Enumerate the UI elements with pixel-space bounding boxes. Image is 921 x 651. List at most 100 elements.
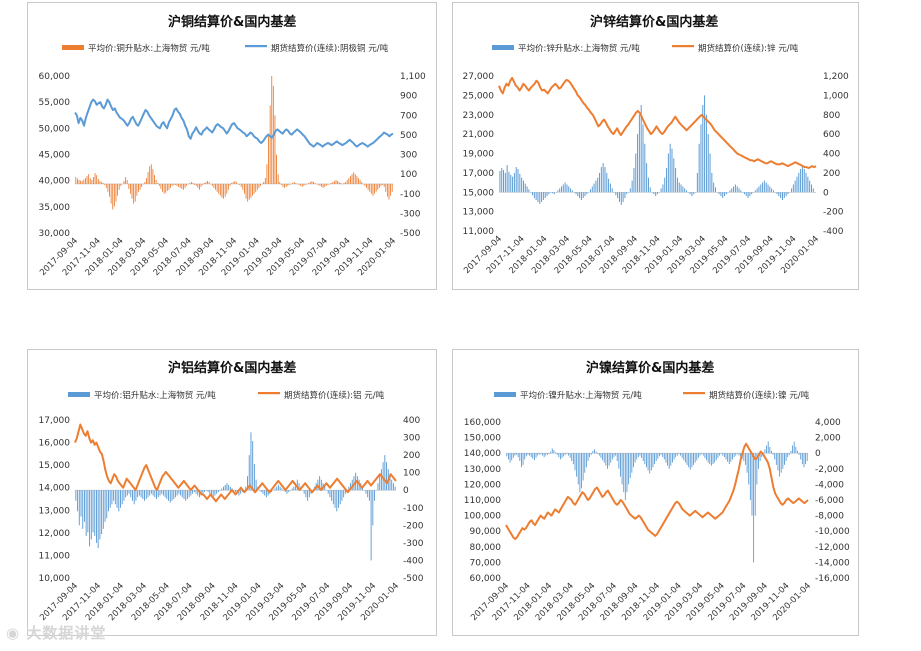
basis-bar [130,490,132,498]
basis-bar [125,490,127,498]
basis-bar [706,453,707,461]
basis-bar [805,453,807,465]
left-axis-tick: 50,000 [39,124,71,134]
legend-swatch-line [245,45,267,48]
basis-bar [382,183,384,185]
basis-bar [736,186,738,193]
basis-bar [178,183,180,187]
basis-bar [717,453,719,458]
basis-bar [594,449,595,454]
basis-bar [633,453,634,468]
basis-bar [216,183,218,192]
basis-bar [80,180,82,184]
basis-bar [129,183,131,194]
basis-bar [366,183,367,188]
basis-bar [667,453,669,466]
basis-bar [324,486,326,491]
basis-bar [391,183,393,192]
basis-bar [75,177,77,184]
basis-bar [676,177,678,193]
basis-bar [666,168,668,193]
basis-bar [662,453,664,458]
basis-bar [722,453,724,456]
basis-bar [314,182,316,184]
basis-bar [509,453,511,463]
basis-bar [511,453,513,461]
basis-bar [580,192,582,200]
basis-bar [718,192,720,195]
right-axis-tick: -10,000 [815,527,850,537]
basis-bar [654,453,656,465]
basis-bar [197,490,199,496]
basis-bar [160,183,162,189]
basis-bar [199,183,200,190]
basis-bar [600,167,602,193]
basis-bar [720,453,722,454]
basis-bar [171,490,173,501]
basis-bar [219,183,221,196]
basis-bar [106,490,108,519]
basis-bar [685,190,687,193]
basis-bar [548,192,550,195]
basis-bar [510,174,512,193]
right-axis-tick: 700 [400,111,417,121]
basis-bar [354,174,356,184]
basis-bar [195,490,197,494]
basis-bar [532,453,534,459]
basis-bar [186,490,188,499]
basis-bar [623,453,625,493]
basis-bar [226,483,228,491]
basis-bar [121,490,123,505]
basis-bar [176,183,178,186]
legend-label-bar: 平均价:镍升贴水:上海物贸 元/吨 [520,390,642,401]
basis-bar [758,453,759,469]
basis-bar [798,172,800,193]
basis-bar [185,490,187,501]
basis-bar [280,183,282,185]
basis-bar [205,181,207,184]
basis-bar [759,453,761,461]
legend-label-bar: 平均价:锌升贴水:上海物贸 元/吨 [518,43,640,54]
basis-bar [78,180,80,184]
basis-bar [581,453,582,489]
basis-bar [226,183,228,194]
basis-bar [525,453,527,457]
basis-bar [214,490,216,496]
basis-bar [602,453,604,461]
basis-bar [89,178,91,184]
basis-bar [724,192,726,197]
basis-bar [722,192,724,199]
basis-bar [678,182,680,193]
basis-bar [99,490,101,540]
left-axis-tick: 60,000 [470,574,502,584]
right-axis-tick: -300 [400,209,421,219]
basis-bar [606,172,608,193]
right-axis-tick: -200 [823,208,844,218]
left-axis-tick: 11,000 [463,227,495,237]
basis-bar [533,192,535,199]
basis-bar [801,453,803,465]
basis-bar [678,453,680,454]
basis-bar [501,168,503,193]
basis-bar [796,176,798,193]
basis-bar [386,183,388,197]
watermark-text: 大数据讲堂 [26,624,107,642]
basis-bar [184,183,186,188]
basis-bar [192,490,194,494]
left-axis-tick: 19,000 [463,150,495,160]
left-axis-tick: 160,000 [464,418,501,428]
basis-bar [515,167,517,193]
basis-bar [305,183,306,185]
basis-bar [202,183,204,185]
basis-bar [538,453,540,455]
basis-bar [133,183,135,204]
basis-bar [696,453,698,461]
weibo-icon: ◉ [6,624,21,642]
basis-bar [657,192,658,195]
basis-bar [338,181,340,184]
basis-bar [650,453,652,471]
basis-bar [733,186,735,193]
basis-bar [298,183,300,185]
basis-bar [128,183,130,189]
basis-bar [274,115,276,184]
